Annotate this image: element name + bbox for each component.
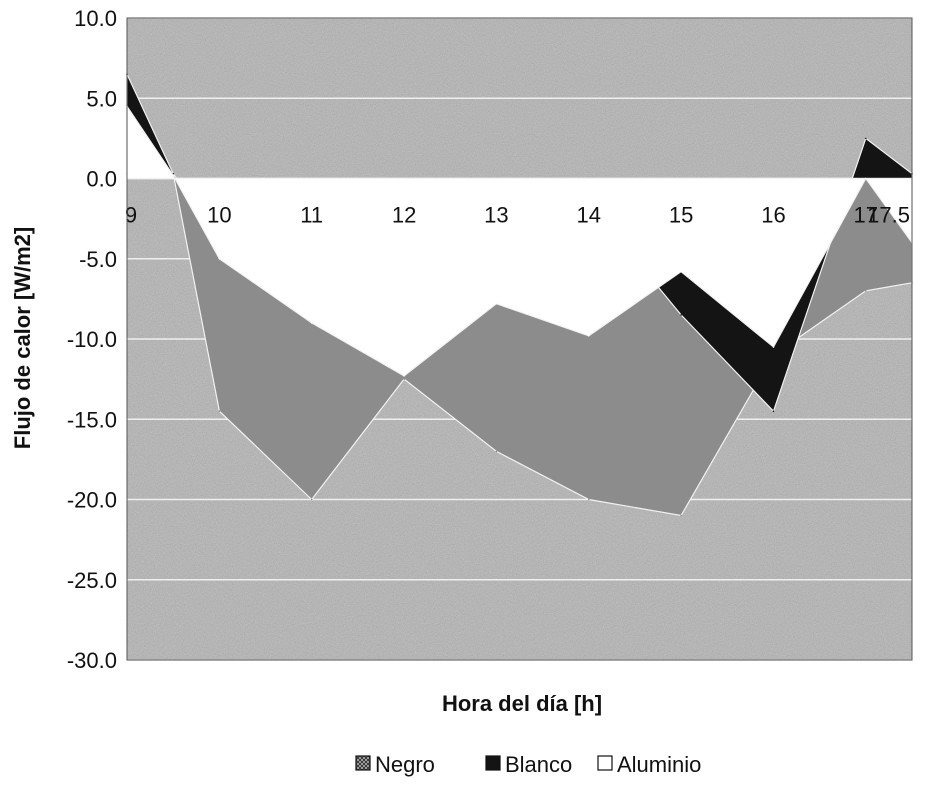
point-blanco <box>865 137 867 140</box>
x-tick-label: 17 <box>854 203 878 228</box>
legend-label-negro: Negro <box>375 752 435 777</box>
area-aluminio <box>126 104 913 377</box>
legend: Negro Blanco Aluminio <box>355 752 701 777</box>
legend-swatch-blanco <box>485 755 501 771</box>
y-tick-label: 5.0 <box>86 86 117 111</box>
y-tick-label: -10.0 <box>67 327 117 352</box>
y-axis-title: Flujo de calor [W/m2] <box>10 227 35 449</box>
y-tick-label: -20.0 <box>67 488 117 513</box>
legend-swatch-negro <box>355 755 371 771</box>
y-tick-label: -30.0 <box>67 648 117 673</box>
point-negro <box>310 498 313 501</box>
point-blanco <box>680 314 682 316</box>
point-aluminio <box>772 346 775 348</box>
x-axis-title: Hora del día [h] <box>442 691 602 716</box>
series-areas <box>126 73 913 517</box>
point-negro <box>495 450 498 453</box>
legend-label-aluminio: Aluminio <box>617 752 701 777</box>
y-tick-label: -15.0 <box>67 407 117 432</box>
y-tick-label: 10.0 <box>74 6 117 31</box>
y-axis-ticks: 10.0 5.0 0.0 -5.0 -10.0 -15.0 -20.0 -25.0 -30.0 <box>67 6 117 673</box>
point-blanco <box>772 410 775 413</box>
y-tick-label: -25.0 <box>67 568 117 593</box>
plot-border <box>126 17 913 661</box>
x-tick-label: 17.5 <box>867 203 910 228</box>
point-negro <box>865 290 867 292</box>
point-negro <box>218 410 221 413</box>
point-negro <box>588 498 590 501</box>
point-negro <box>680 514 682 517</box>
legend-label-blanco: Blanco <box>505 752 572 777</box>
x-tick-label: 13 <box>484 203 508 228</box>
x-tick-label: 16 <box>761 203 785 228</box>
point-aluminio <box>403 375 405 377</box>
point-aluminio <box>865 177 867 180</box>
y-tick-label: 0.0 <box>86 167 117 192</box>
point-aluminio <box>495 302 498 305</box>
point-aluminio <box>310 322 313 324</box>
point-negro <box>403 378 405 380</box>
x-tick-label: 10 <box>207 203 231 228</box>
x-tick-label: 15 <box>669 203 693 228</box>
y-tick-label: -5.0 <box>79 247 117 272</box>
x-tick-label: 11 <box>300 203 323 228</box>
point-aluminio <box>588 335 590 337</box>
point-aluminio <box>680 270 682 273</box>
point-aluminio <box>172 174 174 177</box>
x-tick-label: 14 <box>577 203 601 228</box>
x-tick-label: 9 <box>125 203 137 228</box>
legend-swatch-aluminio <box>597 755 613 771</box>
x-tick-label: 12 <box>392 203 416 228</box>
point-aluminio <box>218 258 221 260</box>
